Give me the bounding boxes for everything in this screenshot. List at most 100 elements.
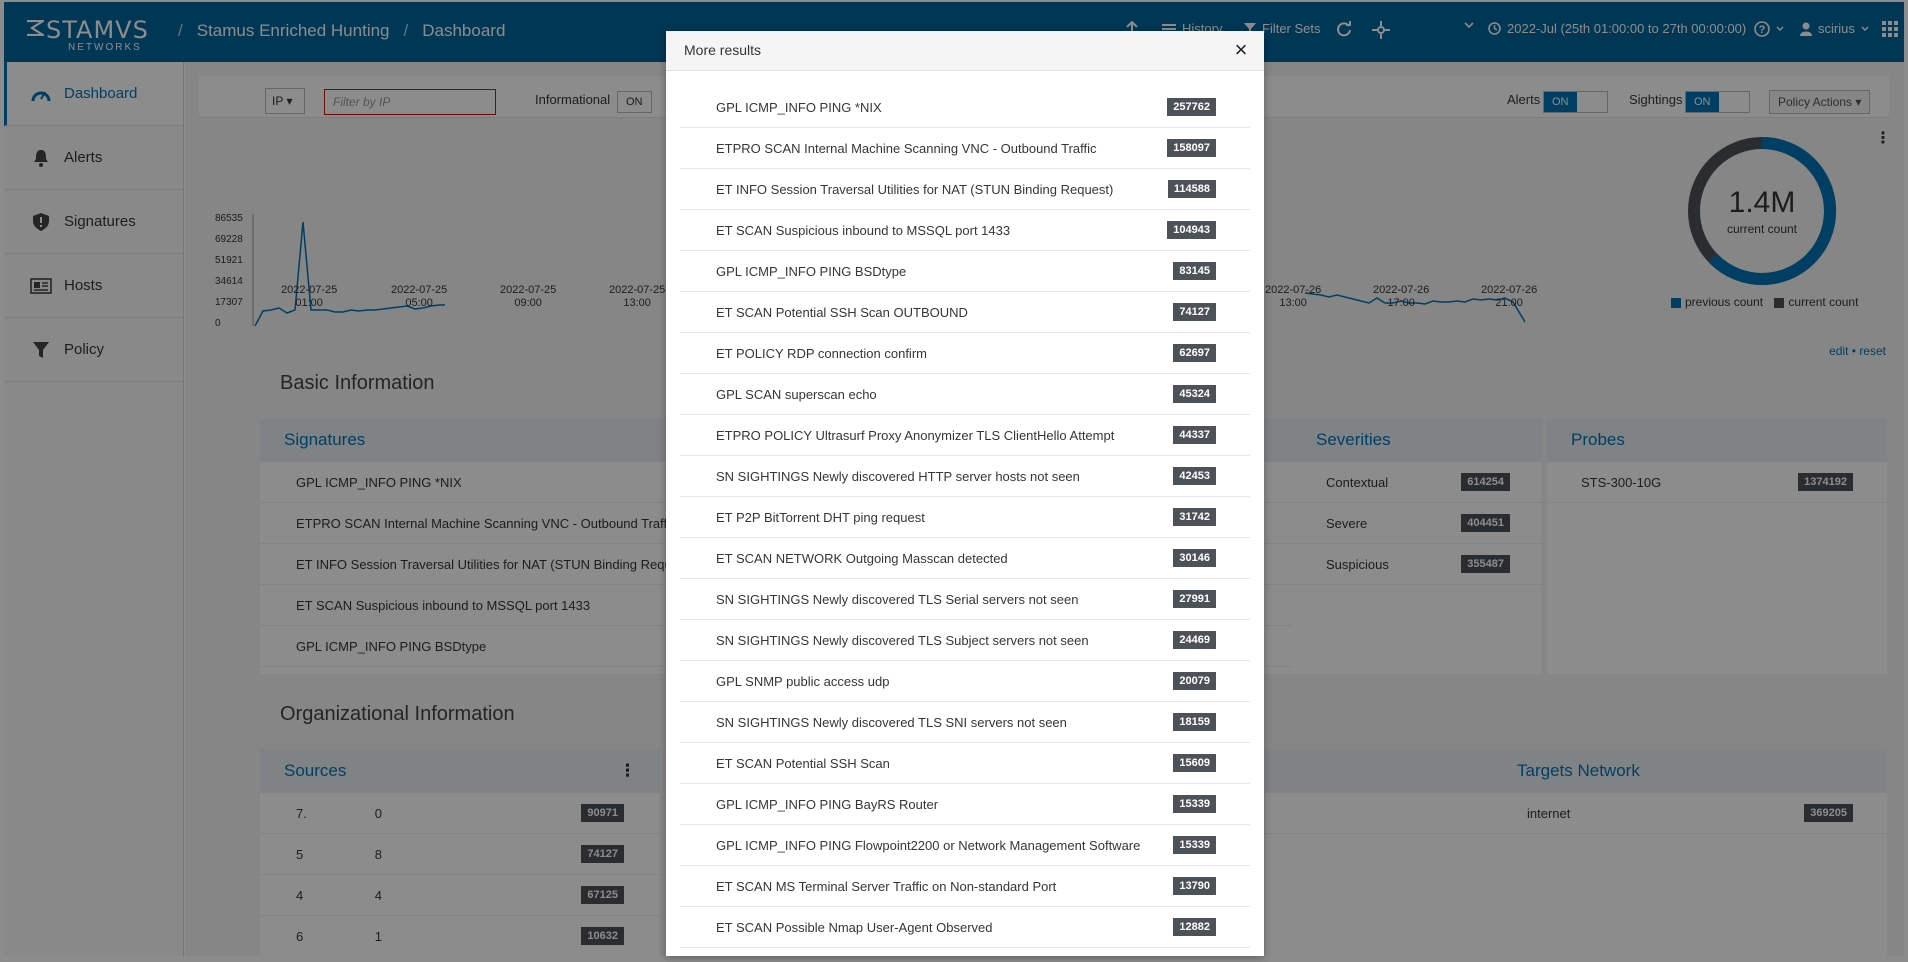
list-item[interactable]: ET SCAN NETWORK Outgoing Masscan detecte… — [680, 538, 1250, 579]
informational-toggle[interactable]: ON — [617, 91, 652, 113]
filter-sets-button[interactable]: Filter Sets — [1244, 21, 1321, 36]
informational-label: Informational — [535, 92, 611, 107]
list-item[interactable]: STS-300-10G 1374192 — [1547, 462, 1887, 503]
list-item[interactable]: SN SIGHTINGS Newly discovered TLS SNI se… — [680, 702, 1250, 743]
list-item[interactable]: ET POLICY RDP connection confirm 62697 — [680, 333, 1250, 374]
kebab-menu-icon[interactable]: ⋮ — [619, 761, 636, 780]
table-row[interactable]: 7. 0 90971 — [260, 793, 660, 834]
result-label: ET POLICY RDP connection confirm — [716, 345, 927, 361]
table-row[interactable]: 4 4 67125 — [260, 875, 660, 916]
grid-icon — [1882, 21, 1898, 37]
list-item[interactable]: ET INFO Session Traversal Utilities for … — [680, 169, 1250, 210]
policy-actions-label: Policy Actions — [1778, 95, 1853, 109]
x-tick-date: 2022-07-26 — [1265, 284, 1322, 296]
row-label: Severe — [1326, 515, 1368, 531]
alerts-label: Alerts — [1507, 92, 1541, 107]
chevron-down-icon — [1464, 22, 1474, 29]
sightings-toggle[interactable]: ON — [1685, 91, 1750, 113]
list-item[interactable]: ET SCAN Potential SSH Scan 15609 — [680, 743, 1250, 784]
count-badge: 12882 — [1173, 918, 1216, 936]
list-item[interactable]: SN SIGHTINGS Newly discovered TLS Serial… — [680, 579, 1250, 620]
count-badge: 1374192 — [1798, 473, 1853, 491]
reset-link[interactable]: reset — [1859, 344, 1886, 358]
sidebar-item-label: Policy — [64, 341, 105, 358]
refresh-button[interactable] — [1336, 21, 1352, 37]
sidebar-item-hosts[interactable]: Hosts — [4, 254, 183, 318]
row-label: STS-300-10G — [1581, 474, 1662, 490]
result-label: SN SIGHTINGS Newly discovered TLS Subjec… — [716, 632, 1089, 648]
result-label: ET SCAN NETWORK Outgoing Masscan detecte… — [716, 550, 1008, 566]
user-icon — [1800, 22, 1812, 36]
severities-panel-title[interactable]: Severities — [1292, 418, 1542, 462]
list-item[interactable]: SN SIGHTINGS Newly discovered TLS Subjec… — [680, 620, 1250, 661]
sidebar-item-alerts[interactable]: Alerts — [4, 126, 183, 190]
list-item[interactable]: ETPRO SCAN Internal Machine Scanning VNC… — [680, 128, 1250, 169]
list-item[interactable]: GPL SCAN superscan echo 45324 — [680, 374, 1250, 415]
network-button[interactable] — [1372, 21, 1390, 39]
row-ip-b: 1 — [374, 928, 382, 944]
list-item[interactable]: SN SIGHTINGS Newly discovered HTTP serve… — [680, 456, 1250, 497]
list-item[interactable]: ET SCAN Suspicious inbound to MSSQL port… — [680, 210, 1250, 251]
sidebar: Dashboard Alerts Signatures Hosts Policy — [4, 62, 184, 956]
apps-grid-button[interactable] — [1882, 21, 1898, 37]
count-badge: 404451 — [1461, 514, 1510, 532]
help-button[interactable]: ? — [1754, 21, 1784, 37]
result-label: ET SCAN Suspicious inbound to MSSQL port… — [716, 222, 1011, 238]
alerts-toggle[interactable]: ON — [1543, 91, 1608, 113]
y-tick: 86535 — [215, 213, 243, 224]
legend-previous: previous count — [1685, 295, 1764, 309]
sidebar-item-dashboard[interactable]: Dashboard — [4, 62, 183, 126]
sources-panel-title[interactable]: Sources ⋮ — [260, 749, 660, 793]
list-item[interactable]: ET P2P BitTorrent DHT ping request 31742 — [680, 497, 1250, 538]
list-item[interactable]: Severe 404451 — [1292, 503, 1542, 544]
list-item[interactable]: Contextual 614254 — [1292, 462, 1542, 503]
filter-icon — [1244, 22, 1256, 35]
list-item[interactable]: GPL ICMP_INFO PING BSDtype 83145 — [680, 251, 1250, 292]
x-tick-date: 2022-07-25 — [281, 284, 338, 296]
probes-panel-title[interactable]: Probes — [1547, 418, 1887, 462]
list-item[interactable]: GPL ICMP_INFO PING Flowpoint2200 or Netw… — [680, 825, 1250, 866]
table-row[interactable]: internet 369205 — [1493, 793, 1887, 834]
sidebar-item-policy[interactable]: Policy — [4, 318, 183, 382]
chevron-down-icon — [1776, 26, 1784, 31]
policy-actions-button[interactable]: Policy Actions ▾ — [1769, 90, 1871, 114]
x-tick: 2022-07-25 05:00 — [391, 284, 447, 310]
list-item[interactable]: ETPRO POLICY Ultrasurf Proxy Anonymizer … — [680, 415, 1250, 456]
sources-panel: Sources ⋮ 7. 0 90971 5 8 74127 4 4 67125 6 1 1063… — [260, 749, 660, 956]
time-range-label: 2022-Jul (25th 01:00:00 to 27th 00:00:00… — [1507, 21, 1747, 36]
row-label: Contextual — [1326, 474, 1389, 490]
table-row[interactable]: 6 1 10632 — [260, 916, 660, 956]
breadcrumb-app[interactable]: Stamus Enriched Hunting — [196, 21, 390, 40]
chevron-dropdown-button[interactable] — [1464, 21, 1474, 29]
filter-input[interactable]: Filter by IP — [324, 89, 496, 115]
shield-icon — [30, 211, 52, 233]
count-badge: 104943 — [1167, 221, 1216, 239]
kebab-menu-icon[interactable]: ⋮ — [1875, 130, 1891, 147]
legend-swatch-previous — [1671, 297, 1681, 308]
list-item[interactable]: ET SCAN MS Terminal Server Traffic on No… — [680, 866, 1250, 907]
user-menu[interactable]: scirius — [1800, 21, 1869, 36]
ip-filter-select[interactable]: IP ▾ — [265, 88, 305, 114]
targets-network-title[interactable]: Targets Network — [1493, 749, 1887, 793]
timeline-chart: 86535 69228 51921 34614 17307 0 — [215, 213, 1526, 329]
table-row[interactable]: 5 8 74127 — [260, 834, 660, 875]
edit-reset-links: edit • reset — [1829, 344, 1886, 358]
time-range-button[interactable]: 2022-Jul (25th 01:00:00 to 27th 00:00:00… — [1488, 21, 1746, 36]
close-icon[interactable]: × — [1234, 37, 1248, 62]
x-tick: 2022-07-26 21:00 — [1481, 284, 1537, 310]
list-item[interactable]: GPL ICMP_INFO PING *NIX 257762 — [680, 87, 1250, 128]
sidebar-item-signatures[interactable]: Signatures — [4, 190, 183, 254]
list-item[interactable]: Suspicious 355487 — [1292, 544, 1542, 585]
ip-select-label: IP — [272, 94, 284, 108]
list-item[interactable]: ET SCAN Possible Nmap User-Agent Observe… — [680, 907, 1250, 948]
sidebar-item-label: Dashboard — [64, 85, 138, 102]
brand-logo[interactable]: STAMVS NETWORKS — [20, 16, 154, 56]
edit-link[interactable]: edit — [1829, 344, 1849, 358]
x-tick-time: 13:00 — [623, 297, 651, 309]
count-badge: 44337 — [1173, 426, 1216, 444]
count-badge: 20079 — [1173, 672, 1216, 690]
list-item[interactable]: GPL ICMP_INFO PING BayRS Router 15339 — [680, 784, 1250, 825]
list-item[interactable]: ET SCAN Potential SSH Scan OUTBOUND 74127 — [680, 292, 1250, 333]
x-tick-date: 2022-07-26 — [1373, 284, 1430, 296]
list-item[interactable]: GPL SNMP public access udp 20079 — [680, 661, 1250, 702]
